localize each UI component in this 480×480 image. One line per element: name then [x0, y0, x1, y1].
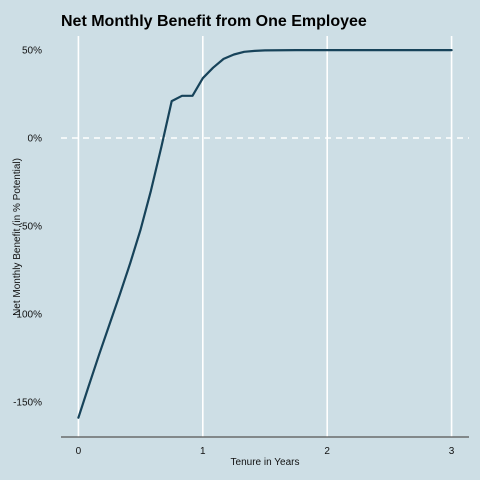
y-tick-label-1: 0%	[28, 134, 43, 145]
grid-layer	[77, 36, 453, 437]
y-tick-label-3: -100%	[13, 309, 42, 320]
x-axis-label: Tenure in Years	[231, 457, 300, 468]
y-axis-label: Net Monthly Benefit (in % Potential)	[12, 158, 23, 316]
axis-layer: 0 1 2 3 50% 0% -50% -100% -150%	[13, 46, 469, 457]
series-layer	[77, 48, 453, 419]
series-line-0	[77, 48, 453, 419]
x-tick-label-0: 0	[76, 446, 82, 457]
x-tick-label-2: 2	[324, 446, 330, 457]
x-tick-label-3: 3	[449, 446, 455, 457]
chart-title: Net Monthly Benefit from One Employee	[61, 13, 367, 30]
x-tick-label-1: 1	[200, 446, 206, 457]
y-tick-label-4: -150%	[13, 397, 42, 408]
y-tick-label-0: 50%	[22, 46, 42, 57]
y-tick-label-2: -50%	[19, 221, 42, 232]
